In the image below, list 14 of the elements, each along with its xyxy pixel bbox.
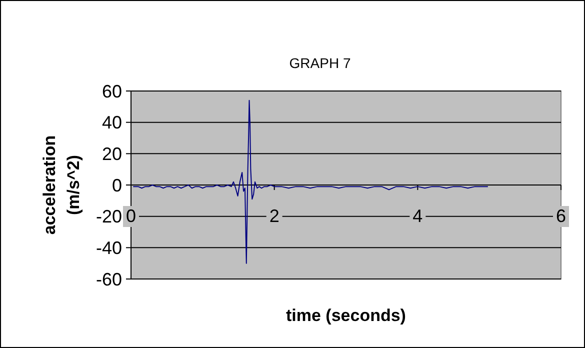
x-tick-label: 4 [412,206,423,226]
y-tick-label: 60 [102,81,122,102]
x-tick-label: 2 [269,206,280,226]
chart-title: GRAPH 7 [289,55,351,71]
x-tick-label: 6 [556,206,566,226]
x-tick-label: 0 [126,206,136,226]
x-axis-title: time (seconds) [286,306,406,325]
y-tick-label: -60 [96,269,122,290]
y-tick-label: -40 [96,238,122,258]
y-tick-label: 0 [112,175,122,196]
y-tick-label: 20 [102,144,122,164]
y-tick-label: -20 [96,206,122,227]
y-axis-title: acceleration (m/s^2) [40,135,83,235]
y-tick-label: 40 [102,112,122,133]
